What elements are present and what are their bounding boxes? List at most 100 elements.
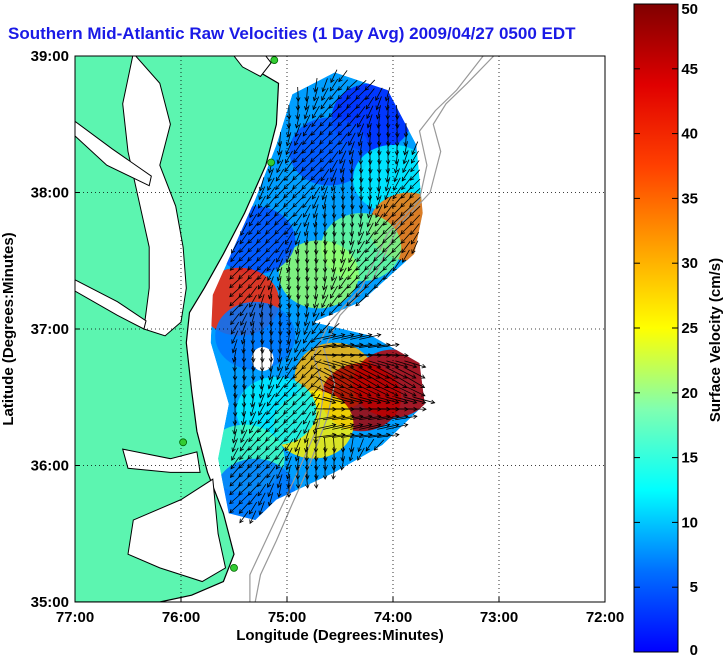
velocity-arrow [377, 149, 382, 165]
velocity-arrow [337, 286, 348, 298]
velocity-arrow [256, 233, 268, 244]
velocity-arrow [284, 367, 294, 380]
velocity-arrow [286, 473, 291, 489]
velocity-arrow [341, 333, 364, 340]
velocity-arrow [294, 438, 302, 453]
velocity-arrow [346, 79, 358, 91]
colorbar-tick-label: 0 [690, 642, 698, 659]
velocity-arrow [247, 458, 259, 469]
velocity-arrow [296, 275, 301, 291]
velocity-arrow [331, 455, 337, 471]
velocity-arrow [265, 431, 277, 442]
velocity-arrow [402, 249, 410, 263]
velocity-arrow [258, 294, 265, 309]
velocity-arrow [409, 197, 421, 208]
radar-station [179, 438, 188, 447]
velocity-arrow [240, 321, 247, 336]
velocity-arrow [350, 360, 373, 369]
velocity-arrow [247, 439, 258, 451]
velocity-arrow [386, 385, 408, 397]
velocity-arrow [285, 240, 293, 255]
velocity-arrow [330, 285, 338, 299]
velocity-arrow [387, 376, 408, 389]
velocity-arrow [328, 97, 340, 109]
velocity-arrow [374, 213, 384, 227]
velocity-arrow [357, 231, 365, 246]
velocity-arrow [357, 240, 365, 254]
velocity-arrow [249, 411, 257, 426]
velocity-arrow [311, 322, 321, 335]
velocity-arrow [285, 447, 293, 461]
velocity-arrow [238, 295, 249, 307]
velocity-arrow [332, 230, 337, 246]
velocity-arrow [322, 204, 327, 219]
velocity-arrow [238, 476, 250, 487]
velocity-arrow [230, 321, 240, 335]
velocity-arrow [409, 205, 421, 217]
velocity-arrow [364, 259, 376, 271]
velocity-arrow [409, 169, 420, 181]
velocity-arrow [285, 348, 292, 363]
velocity-arrow [238, 502, 249, 514]
y-tick-label: 35:00 [31, 594, 69, 611]
velocity-arrow [265, 457, 276, 469]
velocity-arrow [292, 386, 304, 397]
velocity-arrow [310, 160, 322, 172]
velocity-arrow [302, 411, 312, 425]
depth-contour [249, 56, 484, 602]
velocity-arrow [276, 366, 284, 381]
velocity-arrow [322, 464, 328, 480]
velocity-arrow [396, 376, 417, 389]
velocity-arrow [346, 89, 358, 100]
velocity-arrow [303, 114, 311, 129]
velocity-arrow [229, 466, 240, 478]
velocity-arrow [266, 393, 276, 407]
velocity-arrow [357, 123, 365, 138]
velocity-arrow [251, 347, 256, 363]
velocity-arrow [303, 222, 310, 237]
velocity-arrow [359, 333, 382, 340]
velocity-arrow [411, 150, 419, 164]
velocity-arrow [338, 141, 348, 155]
velocity-arrow [292, 179, 304, 190]
velocity-arrow [303, 321, 311, 336]
velocity-arrow [278, 311, 283, 327]
velocity-arrow [266, 258, 276, 272]
velocity-arrow [265, 214, 277, 226]
velocity-arrow [266, 466, 276, 479]
velocity-arrow [341, 396, 364, 405]
velocity-arrow [350, 396, 373, 405]
velocity-arrow [377, 385, 399, 397]
velocity-arrow [368, 385, 390, 397]
velocity-arrow [395, 122, 400, 138]
y-axis-label: Latitude (Degrees:Minutes) [0, 232, 17, 425]
velocity-arrow [239, 448, 249, 461]
velocity-arrow [295, 321, 300, 336]
velocity-arrow [248, 223, 258, 236]
velocity-arrow [375, 204, 383, 219]
colorbar-tick-label: 20 [681, 385, 698, 402]
velocity-arrow [240, 222, 248, 236]
velocity-arrow [275, 448, 285, 461]
velocity-arrow [332, 333, 355, 340]
velocity-arrow [401, 168, 411, 182]
velocity-arrow [332, 437, 337, 453]
velocity-arrow [286, 320, 292, 336]
velocity-arrow [256, 457, 268, 469]
velocity-arrow [375, 96, 382, 111]
velocity-arrow [294, 330, 301, 345]
colorbar-tick-label: 40 [681, 126, 698, 143]
velocity-arrow [384, 87, 391, 102]
velocity-arrow [328, 304, 339, 316]
velocity-arrow [274, 413, 286, 424]
velocity-arrow [293, 141, 303, 155]
y-tick-label: 39:00 [31, 48, 69, 65]
velocity-arrow [303, 330, 311, 344]
colorbar: 0 5 10 15 20 25 30 35 40 45 50 Surface Velocity (c… [633, 1, 724, 659]
velocity-arrow [358, 213, 363, 228]
velocity-arrow [267, 276, 274, 291]
velocity-arrow [395, 360, 418, 369]
velocity-arrow [359, 176, 364, 192]
velocity-arrow [332, 212, 337, 228]
velocity-arrow [265, 196, 276, 208]
